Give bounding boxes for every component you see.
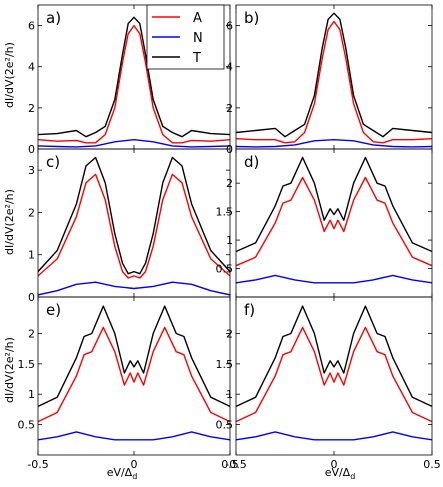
series-line-n	[38, 138, 230, 148]
y-tick-label: 1	[226, 234, 233, 247]
x-tick-label: 0	[131, 458, 138, 471]
legend-label-t: T	[192, 51, 201, 66]
y-tick-label: 1	[226, 388, 233, 401]
y-tick-label: 6	[28, 20, 35, 33]
y-tick-label: 1.5	[18, 358, 36, 371]
y-tick-label: 2	[226, 327, 233, 340]
y-axis-label-row2: dI/dV(2e²/h)	[3, 189, 16, 255]
series-line-a	[236, 20, 432, 144]
y-tick-label: 6	[226, 20, 233, 33]
plot-frame	[235, 4, 433, 150]
x-axis-label-left: eV/Δd	[107, 466, 138, 481]
series-line-t	[236, 305, 432, 408]
y-tick-label: 2	[28, 206, 35, 219]
svg-text:eV/Δd: eV/Δd	[325, 466, 356, 481]
y-tick-label: 0.5	[216, 419, 234, 432]
y-tick-label: 0.5	[18, 419, 36, 432]
series-line-t	[236, 12, 432, 138]
y-tick-label: 2	[28, 102, 35, 115]
series-line-a	[38, 24, 230, 144]
x-axis-label-right: eV/Δd	[325, 466, 356, 481]
panel-label: d)	[244, 153, 259, 171]
y-tick-label: 4	[226, 61, 233, 74]
series-line-a	[38, 326, 230, 423]
y-tick-label: 0	[28, 291, 35, 304]
panel-label: f)	[244, 301, 255, 319]
series-line-n	[236, 431, 432, 441]
panel-label: b)	[244, 9, 259, 27]
y-tick-label: 1.5	[216, 358, 234, 371]
series-line-t	[38, 305, 230, 408]
y-tick-label: 0	[226, 143, 233, 156]
panel-e: 0.5 1 1.5 2 -0.5 0 0.5 e)	[18, 296, 239, 471]
series-line-n	[38, 431, 230, 441]
x-label-main: eV/Δ	[107, 466, 133, 479]
x-label-sub: d	[350, 472, 355, 481]
series-line-t	[236, 156, 432, 253]
series-line-n	[236, 138, 432, 148]
y-tick-label: 1	[28, 388, 35, 401]
x-tick-label: 0.5	[221, 458, 239, 471]
legend: A N T	[146, 4, 225, 70]
y-axis-label-row3: dI/dV(2e²/h)	[3, 337, 16, 403]
y-axis-label-row1: dI/dV(2e²/h)	[3, 42, 16, 108]
y-tick-label: 2	[28, 327, 35, 340]
panel-label: e)	[46, 301, 61, 319]
y-tick-label: 0.5	[216, 263, 234, 276]
panel-c: 0 1 2 3 c)	[28, 148, 231, 304]
panel-d: 0.5 1 1.5 2 d)	[216, 148, 433, 298]
series-line-a	[236, 176, 432, 267]
panel-label: a)	[46, 9, 61, 27]
x-tick-label: -0.5	[225, 458, 246, 471]
x-tick-label: 0.5	[423, 458, 441, 471]
y-tick-label: 0	[28, 143, 35, 156]
panel-f: 0.5 1 1.5 2 -0.5 0 0.5 f)	[216, 296, 441, 471]
series-line-a	[236, 326, 432, 423]
x-tick-label: -0.5	[27, 458, 48, 471]
series-line-t	[38, 156, 230, 275]
y-tick-label: 4	[28, 61, 35, 74]
series-line-n	[38, 281, 230, 296]
x-label-main: eV/Δ	[325, 466, 351, 479]
legend-label-n: N	[193, 31, 203, 46]
series-line-n	[236, 274, 432, 284]
y-tick-label: 1	[28, 249, 35, 262]
panel-a: 0 2 4 6 a)	[28, 4, 231, 156]
x-tick-label: 0	[331, 458, 338, 471]
y-tick-label: 3	[28, 164, 35, 177]
panel-label: c)	[46, 153, 60, 171]
plot-frame	[37, 148, 231, 298]
series-line-t	[38, 16, 230, 138]
x-label-sub: d	[132, 472, 137, 481]
y-tick-label: 2	[226, 102, 233, 115]
panel-b: 0 2 4 6 b)	[226, 4, 433, 156]
legend-label-a: A	[193, 11, 202, 26]
y-tick-label: 1.5	[216, 206, 234, 219]
svg-text:eV/Δd: eV/Δd	[107, 466, 138, 481]
series-line-a	[38, 173, 230, 279]
y-tick-label: 2	[226, 177, 233, 190]
